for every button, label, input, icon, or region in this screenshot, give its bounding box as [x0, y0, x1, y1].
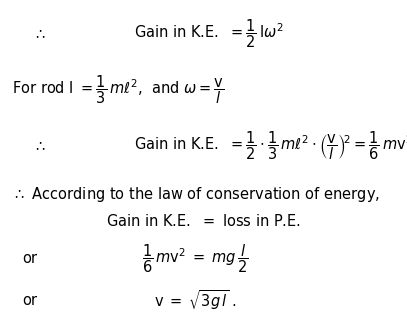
Text: $\dfrac{1}{6}\,m\mathrm{v}^{2}\; =\; mg\,\dfrac{l}{2}$: $\dfrac{1}{6}\,m\mathrm{v}^{2}\; =\; mg\… [142, 242, 249, 275]
Text: or: or [22, 293, 37, 308]
Text: Gain in K.E.  $= \dfrac{1}{2}\,\mathrm{I}\omega^{2}$: Gain in K.E. $= \dfrac{1}{2}\,\mathrm{I}… [134, 17, 284, 50]
Text: $\mathrm{v}\; =\; \sqrt{3g\,l}\;.$: $\mathrm{v}\; =\; \sqrt{3g\,l}\;.$ [154, 288, 237, 312]
Text: or: or [22, 251, 37, 266]
Text: For rod I $= \dfrac{1}{3}\,m\ell^{2}$,  and $\omega = \dfrac{\mathrm{v}}{l}$: For rod I $= \dfrac{1}{3}\,m\ell^{2}$, a… [12, 74, 225, 106]
Text: $\therefore$: $\therefore$ [33, 26, 46, 41]
Text: $\therefore$: $\therefore$ [33, 139, 46, 153]
Text: Gain in K.E.  $= \dfrac{1}{2}\cdot\dfrac{1}{3}\,m\ell^{2}\cdot\left(\dfrac{\math: Gain in K.E. $= \dfrac{1}{2}\cdot\dfrac{… [134, 130, 407, 162]
Text: $\therefore$ According to the law of conservation of energy,: $\therefore$ According to the law of con… [12, 185, 380, 204]
Text: Gain in K.E.  $=$ loss in P.E.: Gain in K.E. $=$ loss in P.E. [106, 213, 301, 230]
